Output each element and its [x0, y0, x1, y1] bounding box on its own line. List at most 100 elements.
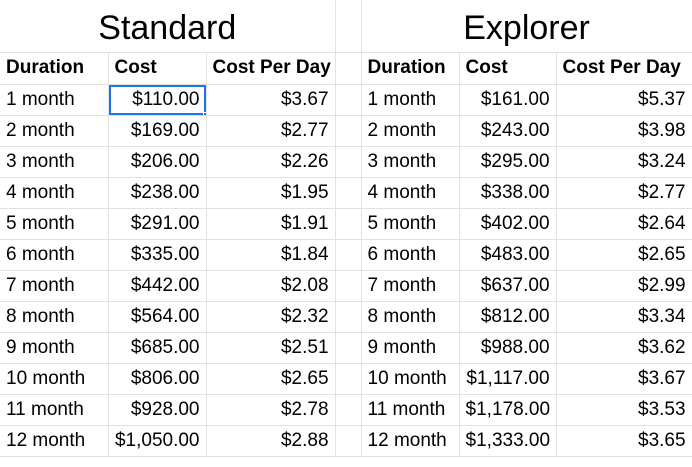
standard-cost-cell[interactable]: $685.00 [108, 332, 207, 364]
empty-cell[interactable] [335, 0, 362, 53]
explorer-duration-cell[interactable]: 5 month [361, 208, 460, 240]
explorer-cost-per-day-cell[interactable]: $3.62 [556, 332, 692, 364]
explorer-cost-cell[interactable]: $402.00 [459, 208, 557, 240]
explorer-cost-per-day-cell[interactable]: $2.77 [556, 177, 692, 209]
explorer-cost-per-day-header[interactable]: Cost Per Day [556, 52, 692, 85]
explorer-cost-cell[interactable]: $338.00 [459, 177, 557, 209]
explorer-cost-cell[interactable]: $1,333.00 [459, 425, 557, 457]
standard-duration-cell[interactable]: 10 month [0, 363, 109, 395]
empty-cell[interactable] [335, 115, 362, 147]
explorer-cost-cell[interactable]: $637.00 [459, 270, 557, 302]
empty-cell[interactable] [335, 146, 362, 178]
selected-cell[interactable]: $110.00 [108, 84, 207, 116]
explorer-cost-per-day-cell[interactable]: $2.99 [556, 270, 692, 302]
standard-cost-per-day-cell[interactable]: $2.32 [206, 301, 336, 333]
explorer-duration-cell[interactable]: 3 month [361, 146, 460, 178]
empty-cell[interactable] [335, 394, 362, 426]
standard-cost-per-day-cell[interactable]: $2.08 [206, 270, 336, 302]
table-row: 7 month $442.00 $2.08 7 month $637.00 $2.99 [0, 270, 692, 302]
explorer-cost-cell[interactable]: $483.00 [459, 239, 557, 271]
standard-cost-cell[interactable]: $291.00 [108, 208, 207, 240]
explorer-cost-per-day-cell[interactable]: $3.67 [556, 363, 692, 395]
standard-cost-cell[interactable]: $169.00 [108, 115, 207, 147]
empty-cell[interactable] [335, 84, 362, 116]
standard-duration-cell[interactable]: 2 month [0, 115, 109, 147]
standard-duration-header[interactable]: Duration [0, 52, 109, 85]
explorer-title[interactable]: Explorer [361, 0, 692, 53]
standard-duration-cell[interactable]: 7 month [0, 270, 109, 302]
standard-cost-cell[interactable]: $335.00 [108, 239, 207, 271]
standard-cost-cell[interactable]: $928.00 [108, 394, 207, 426]
explorer-cost-per-day-cell[interactable]: $2.65 [556, 239, 692, 271]
explorer-duration-cell[interactable]: 11 month [361, 394, 460, 426]
standard-duration-cell[interactable]: 8 month [0, 301, 109, 333]
table-row: 12 month $1,050.00 $2.88 12 month $1,333.00 $… [0, 425, 692, 457]
standard-cost-per-day-cell[interactable]: $2.77 [206, 115, 336, 147]
standard-cost-per-day-cell[interactable]: $1.91 [206, 208, 336, 240]
standard-cost-cell[interactable]: $442.00 [108, 270, 207, 302]
empty-cell[interactable] [335, 301, 362, 333]
standard-duration-cell[interactable]: 4 month [0, 177, 109, 209]
empty-cell[interactable] [335, 52, 362, 85]
standard-cost-per-day-cell[interactable]: $1.95 [206, 177, 336, 209]
header-row: Duration Cost Cost Per Day Duration Cost… [0, 52, 692, 85]
standard-cost-header[interactable]: Cost [108, 52, 207, 85]
explorer-duration-cell[interactable]: 2 month [361, 115, 460, 147]
standard-duration-cell[interactable]: 11 month [0, 394, 109, 426]
explorer-duration-header[interactable]: Duration [361, 52, 460, 85]
standard-cost-per-day-cell[interactable]: $2.88 [206, 425, 336, 457]
standard-cost-per-day-cell[interactable]: $3.67 [206, 84, 336, 116]
explorer-cost-cell[interactable]: $1,117.00 [459, 363, 557, 395]
standard-duration-cell[interactable]: 5 month [0, 208, 109, 240]
explorer-duration-cell[interactable]: 12 month [361, 425, 460, 457]
explorer-cost-cell[interactable]: $1,178.00 [459, 394, 557, 426]
explorer-duration-cell[interactable]: 8 month [361, 301, 460, 333]
explorer-cost-per-day-cell[interactable]: $2.64 [556, 208, 692, 240]
explorer-duration-cell[interactable]: 9 month [361, 332, 460, 364]
empty-cell[interactable] [335, 177, 362, 209]
standard-duration-cell[interactable]: 9 month [0, 332, 109, 364]
explorer-cost-per-day-cell[interactable]: $3.98 [556, 115, 692, 147]
standard-cost-per-day-cell[interactable]: $2.78 [206, 394, 336, 426]
standard-duration-cell[interactable]: 12 month [0, 425, 109, 457]
standard-cost-cell[interactable]: $206.00 [108, 146, 207, 178]
standard-cost-per-day-cell[interactable]: $2.65 [206, 363, 336, 395]
pricing-table: Standard Explorer Duration Cost Cost Per… [0, 0, 692, 457]
empty-cell[interactable] [335, 332, 362, 364]
standard-title[interactable]: Standard [0, 0, 336, 53]
explorer-cost-per-day-cell[interactable]: $3.24 [556, 146, 692, 178]
standard-cost-cell[interactable]: $1,050.00 [108, 425, 207, 457]
standard-cost-per-day-cell[interactable]: $1.84 [206, 239, 336, 271]
explorer-cost-per-day-cell[interactable]: $5.37 [556, 84, 692, 116]
standard-duration-cell[interactable]: 3 month [0, 146, 109, 178]
standard-cost-per-day-cell[interactable]: $2.26 [206, 146, 336, 178]
explorer-cost-header[interactable]: Cost [459, 52, 557, 85]
standard-duration-cell[interactable]: 1 month [0, 84, 109, 116]
explorer-cost-cell[interactable]: $161.00 [459, 84, 557, 116]
standard-cost-per-day-header[interactable]: Cost Per Day [206, 52, 336, 85]
explorer-duration-cell[interactable]: 4 month [361, 177, 460, 209]
explorer-duration-cell[interactable]: 6 month [361, 239, 460, 271]
empty-cell[interactable] [335, 363, 362, 395]
standard-cost-per-day-cell[interactable]: $2.51 [206, 332, 336, 364]
explorer-cost-per-day-cell[interactable]: $3.34 [556, 301, 692, 333]
explorer-cost-cell[interactable]: $988.00 [459, 332, 557, 364]
empty-cell[interactable] [335, 239, 362, 271]
explorer-duration-cell[interactable]: 10 month [361, 363, 460, 395]
empty-cell[interactable] [335, 425, 362, 457]
empty-cell[interactable] [335, 270, 362, 302]
explorer-duration-cell[interactable]: 1 month [361, 84, 460, 116]
explorer-cost-per-day-cell[interactable]: $3.65 [556, 425, 692, 457]
standard-cost-cell[interactable]: $238.00 [108, 177, 207, 209]
standard-cost-cell[interactable]: $564.00 [108, 301, 207, 333]
explorer-cost-cell[interactable]: $295.00 [459, 146, 557, 178]
table-row: 8 month $564.00 $2.32 8 month $812.00 $3.34 [0, 301, 692, 333]
fill-handle[interactable] [202, 111, 205, 114]
explorer-cost-cell[interactable]: $243.00 [459, 115, 557, 147]
standard-cost-cell[interactable]: $806.00 [108, 363, 207, 395]
standard-duration-cell[interactable]: 6 month [0, 239, 109, 271]
explorer-duration-cell[interactable]: 7 month [361, 270, 460, 302]
empty-cell[interactable] [335, 208, 362, 240]
explorer-cost-per-day-cell[interactable]: $3.53 [556, 394, 692, 426]
explorer-cost-cell[interactable]: $812.00 [459, 301, 557, 333]
